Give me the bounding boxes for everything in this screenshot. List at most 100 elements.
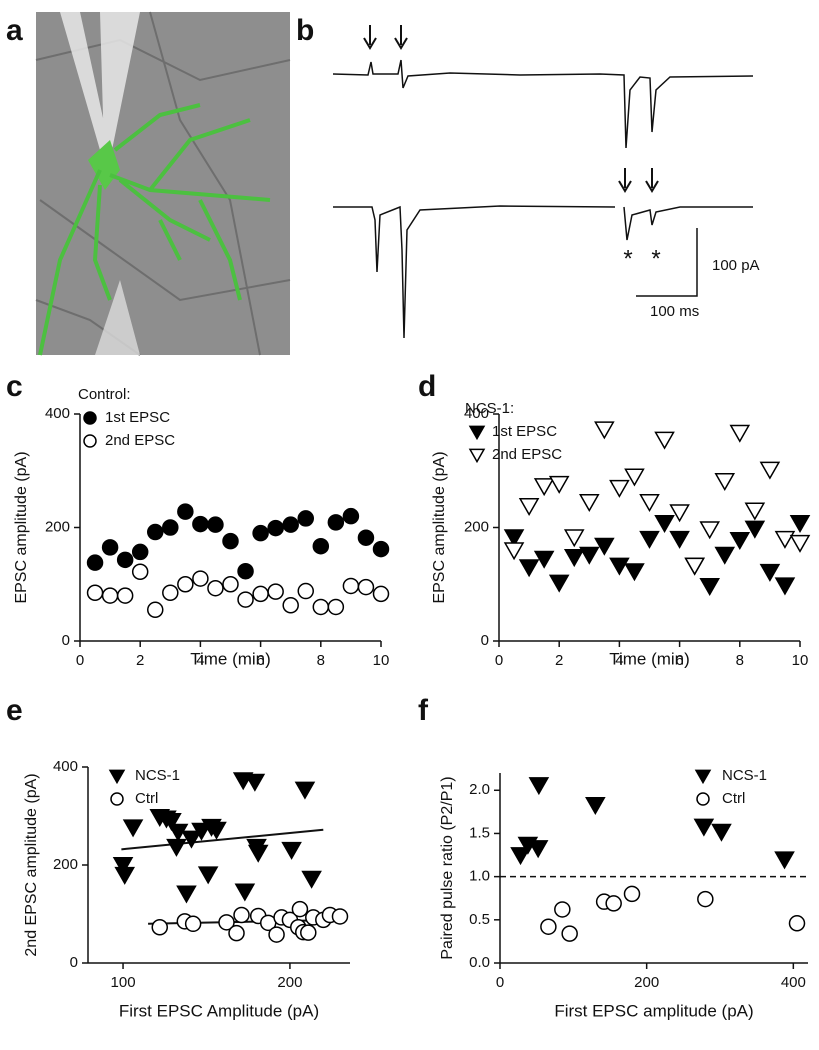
point <box>594 421 615 440</box>
point <box>609 557 630 576</box>
stimulus-mark: * <box>651 245 660 272</box>
point <box>233 906 250 924</box>
y-axis-label: EPSC amplitude (pA) <box>13 451 30 603</box>
point <box>729 424 751 443</box>
point <box>101 539 119 556</box>
panel-label: f <box>418 694 429 727</box>
panel-label: a <box>6 14 23 47</box>
point <box>206 821 227 840</box>
point <box>554 901 571 918</box>
scale-label: 100 ms <box>650 303 699 320</box>
point <box>533 478 555 497</box>
point <box>228 924 245 942</box>
point <box>789 515 811 534</box>
y-tick-label: 0 <box>70 954 78 971</box>
y-tick-label: 200 <box>45 518 70 535</box>
point <box>218 914 235 931</box>
point <box>744 520 766 539</box>
point <box>207 516 224 533</box>
point <box>510 847 531 866</box>
point <box>639 494 660 513</box>
point <box>282 596 299 614</box>
point <box>252 585 269 603</box>
legend-label: Ctrl <box>722 790 745 807</box>
point <box>623 885 641 903</box>
point <box>693 818 715 837</box>
x-tick-label: 200 <box>277 974 302 991</box>
point <box>207 579 224 597</box>
panel-label: c <box>6 370 23 403</box>
y-axis-label: 2nd EPSC amplitude (pA) <box>23 773 40 956</box>
point <box>789 534 811 553</box>
point <box>561 925 578 942</box>
point <box>161 812 182 831</box>
legend-title: Control: <box>78 386 131 403</box>
x-tick-label: 0 <box>495 652 503 669</box>
point <box>162 519 179 536</box>
point <box>624 563 645 582</box>
point <box>563 549 585 568</box>
legend-marker <box>110 792 124 806</box>
point <box>237 562 254 580</box>
point <box>327 514 345 531</box>
y-axis-label: EPSC amplitude (pA) <box>431 451 448 603</box>
x-tick-label: 8 <box>736 652 744 669</box>
point <box>222 532 239 550</box>
x-tick-label: 6 <box>675 652 683 669</box>
point <box>252 524 269 542</box>
x-tick-label: 400 <box>781 974 806 991</box>
point <box>372 540 390 558</box>
point <box>247 844 269 863</box>
x-axis-label: Time (min) <box>609 649 690 668</box>
point <box>234 883 256 902</box>
point <box>267 519 284 537</box>
legend-marker <box>468 448 486 464</box>
legend-marker <box>83 411 97 425</box>
point <box>222 576 239 593</box>
point <box>192 515 209 533</box>
point <box>294 781 316 800</box>
point <box>563 529 585 548</box>
point <box>609 479 630 498</box>
point <box>759 563 781 582</box>
point <box>300 924 317 941</box>
point <box>114 866 136 885</box>
point <box>357 529 375 546</box>
legend-label: 1st EPSC <box>492 423 557 440</box>
legend-marker <box>83 434 97 448</box>
point <box>788 915 806 932</box>
point <box>579 546 600 565</box>
point <box>518 497 540 516</box>
traces <box>332 25 754 339</box>
point <box>116 587 134 604</box>
point <box>184 915 202 933</box>
panel-label: e <box>6 694 23 727</box>
point <box>654 431 675 450</box>
y-tick-label: 400 <box>464 405 489 422</box>
legend-marker <box>694 769 712 785</box>
point <box>548 475 570 494</box>
x-tick-label: 8 <box>317 652 325 669</box>
x-tick-label: 6 <box>256 652 264 669</box>
point <box>605 895 622 912</box>
y-tick-label: 200 <box>53 856 78 873</box>
x-axis-label: First EPSC amplitude (pA) <box>554 1001 753 1020</box>
point <box>191 822 212 841</box>
point <box>297 582 314 600</box>
y-tick-label: 0.0 <box>469 954 490 971</box>
point <box>244 773 266 792</box>
point <box>147 601 164 619</box>
point <box>714 473 736 492</box>
x-tick-label: 2 <box>555 652 563 669</box>
point <box>711 823 732 842</box>
y-tick-label: 200 <box>464 518 489 535</box>
point <box>342 577 360 595</box>
point <box>503 529 525 548</box>
stimulus-mark: * <box>623 245 632 272</box>
point <box>282 516 299 533</box>
legend-marker <box>696 792 710 806</box>
panel-label: b <box>296 14 314 47</box>
x-tick-label: 0 <box>76 652 84 669</box>
y-tick-label: 0 <box>481 632 489 649</box>
x-tick-label: 0 <box>496 974 504 991</box>
